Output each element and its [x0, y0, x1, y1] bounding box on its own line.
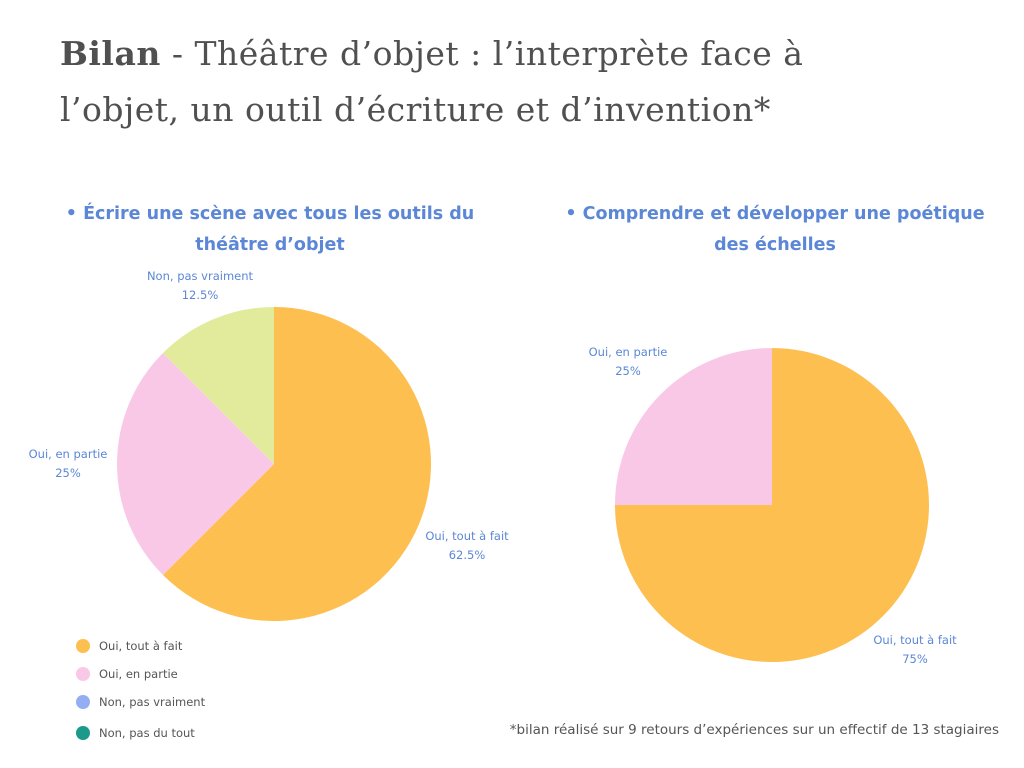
chart-1-label-oui-en-partie: Oui, en partie 25%: [28, 447, 108, 480]
chart-1-title: • Écrire une scène avec tous les outils …: [65, 204, 475, 255]
legend-item: Non, pas vraiment: [76, 695, 205, 709]
chart-1-slice-2: [162, 307, 274, 464]
title-rest: - Théâtre d’objet : l’interprète face à …: [60, 34, 804, 129]
legend-item: Oui, tout à fait: [76, 639, 182, 653]
chart-2-label-oui-tout-a-fait: Oui, tout à fait 75%: [873, 633, 957, 666]
legend-swatch-0: [76, 639, 90, 653]
footnote: *bilan réalisé sur 9 retours d’expérienc…: [509, 722, 999, 738]
chart-1-slice-1: [117, 352, 274, 576]
legend-swatch-1: [76, 667, 90, 681]
chart-1-slice-0: [162, 307, 432, 621]
legend-swatch-3: [76, 726, 90, 740]
legend-item: Non, pas du tout: [76, 726, 195, 740]
chart-2-slice-1: [615, 348, 772, 505]
legend-swatch-2: [76, 695, 90, 709]
legend-item: Oui, en partie: [76, 667, 178, 681]
chart-2-title: • Comprendre et développer une poétique …: [565, 204, 985, 255]
chart-1-label-non-pas-vraiment: Non, pas vraiment 12.5%: [146, 269, 254, 302]
page-title: Bilan - Théâtre d’objet : l’interprète f…: [60, 26, 860, 138]
chart-1-label-oui-tout-a-fait: Oui, tout à fait 62.5%: [425, 529, 509, 562]
title-bold: Bilan: [60, 34, 161, 73]
chart-2-label-oui-en-partie: Oui, en partie 25%: [588, 345, 668, 378]
